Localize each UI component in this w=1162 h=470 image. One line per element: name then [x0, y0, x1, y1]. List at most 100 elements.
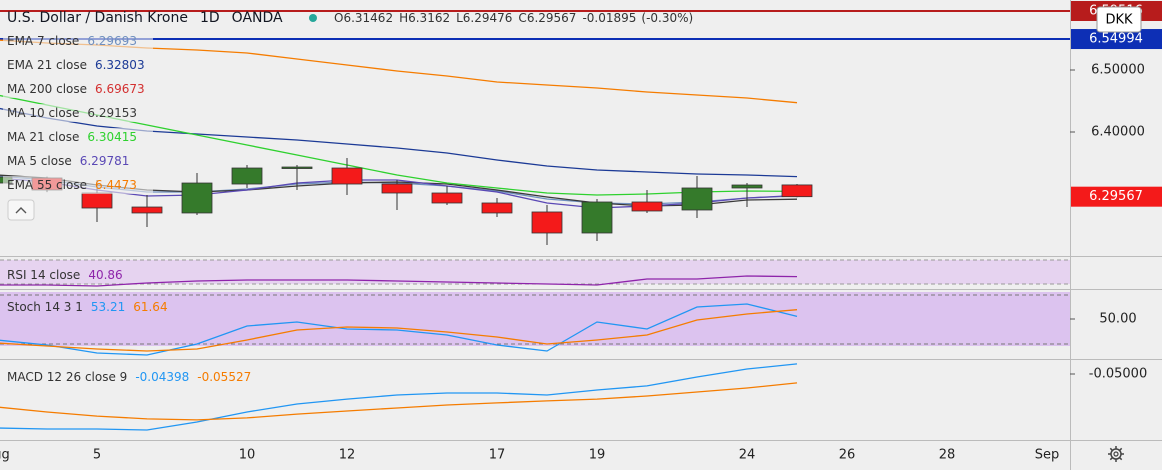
candle-body	[131, 206, 163, 214]
legend-bg	[3, 80, 153, 98]
candle-body	[381, 183, 413, 194]
legend-name: MA 200 close	[7, 82, 87, 96]
legend-item: EMA 21 close 6.32803	[7, 58, 145, 72]
candle-body	[531, 211, 563, 234]
currency-label: DKK	[1105, 13, 1133, 28]
pane-value: -0.05527	[197, 370, 251, 384]
legend-bg	[3, 152, 153, 170]
ohlc-letter: L	[456, 11, 463, 25]
candle-body	[631, 201, 663, 212]
candle-body	[231, 167, 263, 185]
candle-body	[481, 202, 513, 214]
legend-bg	[3, 104, 153, 122]
collapse-button[interactable]	[7, 199, 35, 221]
settings-gear[interactable]	[1108, 446, 1124, 462]
legend-value: 6.29781	[80, 154, 130, 168]
stoch-band	[0, 292, 1070, 346]
price-line-label-bg	[1071, 29, 1162, 50]
legend-value: 6.4473	[95, 178, 137, 192]
candle-body	[581, 201, 613, 234]
indicator-line	[0, 309, 798, 352]
last-price-bg	[1071, 186, 1162, 207]
ohlc-letter: H	[399, 11, 408, 25]
change: -0.01895	[582, 11, 636, 25]
indicator-line	[0, 303, 798, 356]
legend-item: MA 5 close 6.29781	[7, 154, 129, 168]
legend-item: MA 10 close 6.29153	[7, 106, 137, 120]
pane-title: Stoch 14 3 1	[7, 300, 83, 314]
candle-body	[281, 166, 313, 169]
x-tick-label: 19	[589, 448, 606, 463]
ohlc: O6.31462 H6.3162 L6.29476 C6.29567 -0.01895 (…	[334, 11, 693, 25]
x-tick-label: 28	[939, 448, 956, 463]
symbol-title: U.S. Dollar / Danish Krone	[7, 10, 188, 26]
pane-legend: MACD 12 26 close 9 -0.04398 -0.05527	[7, 370, 251, 384]
legend-item: EMA 55 close 6.4473	[7, 178, 137, 192]
x-tick-label: 12	[339, 448, 356, 463]
candle-body	[781, 184, 813, 198]
legend-name: EMA 21 close	[7, 58, 87, 72]
y-tick-label: 50.00	[1099, 312, 1136, 327]
legend-value: 6.32803	[95, 58, 145, 72]
ohlc-value: 6.3162	[408, 11, 450, 25]
pane-legend: Stoch 14 3 1 53.21 61.64	[7, 300, 168, 314]
change-pct: (-0.30%)	[641, 11, 693, 25]
legend-bg	[3, 128, 153, 146]
x-tick-label: Aug	[0, 448, 10, 463]
pane-value: 40.86	[88, 268, 122, 282]
legend-name: EMA 7 close	[7, 34, 79, 48]
y-tick-label: -0.05000	[1089, 367, 1147, 382]
currency-box	[1096, 6, 1142, 33]
ohlc-letter: C	[518, 11, 526, 25]
legend-value: 6.30415	[87, 130, 137, 144]
legend-item: MA 21 close 6.30415	[7, 130, 137, 144]
x-tick-label: 26	[839, 448, 856, 463]
x-tick-label: 5	[93, 448, 101, 463]
candle-body	[681, 187, 713, 211]
legend-value: 6.29693	[87, 34, 137, 48]
x-tick-label: 10	[239, 448, 256, 463]
y-tick-label: 6.50000	[1091, 62, 1145, 77]
indicator-line	[0, 382, 798, 421]
pane-value: -0.04398	[135, 370, 189, 384]
candle-body	[331, 167, 363, 185]
x-tick-label: Sep	[1035, 448, 1060, 463]
candle-body	[81, 192, 113, 209]
interval: 1D	[200, 10, 220, 26]
ohlc-value: 6.29476	[463, 11, 513, 25]
status-dot	[309, 14, 317, 22]
ohlc-value: 6.29567	[527, 11, 577, 25]
pane-value: 61.64	[133, 300, 167, 314]
x-tick-label: 24	[739, 448, 756, 463]
last-price-label: 6.29567	[1089, 189, 1143, 204]
price-line-label: 6.54994	[1089, 32, 1143, 47]
legend-bg	[3, 56, 153, 74]
rsi-band	[0, 260, 1070, 284]
pane-title: RSI 14 close	[7, 268, 80, 282]
legend-item: EMA 7 close 6.29693	[7, 34, 137, 48]
ohlc-value: 6.31462	[343, 11, 393, 25]
x-tick-label: 17	[489, 448, 506, 463]
candle-body	[181, 182, 213, 214]
pane-title: MACD 12 26 close 9	[7, 370, 127, 384]
source: OANDA	[232, 10, 283, 26]
legend-name: EMA 55 close	[7, 178, 87, 192]
ohlc-letter: O	[334, 11, 343, 25]
legend-item: MA 200 close 6.69673	[7, 82, 145, 96]
legend-value: 6.29153	[87, 106, 137, 120]
legend-bg	[3, 32, 153, 50]
candle-body	[731, 184, 763, 189]
candle-body	[431, 192, 463, 204]
legend-name: MA 21 close	[7, 130, 79, 144]
indicator-line	[0, 363, 798, 431]
legend-name: MA 10 close	[7, 106, 79, 120]
pane-value: 53.21	[91, 300, 125, 314]
pane-legend: RSI 14 close 40.86	[7, 268, 123, 282]
legend-value: 6.69673	[95, 82, 145, 96]
legend-name: MA 5 close	[7, 154, 72, 168]
legend-bg	[3, 176, 153, 194]
header: U.S. Dollar / Danish Krone 1D OANDA	[7, 10, 283, 26]
y-tick-label: 6.40000	[1091, 124, 1145, 139]
